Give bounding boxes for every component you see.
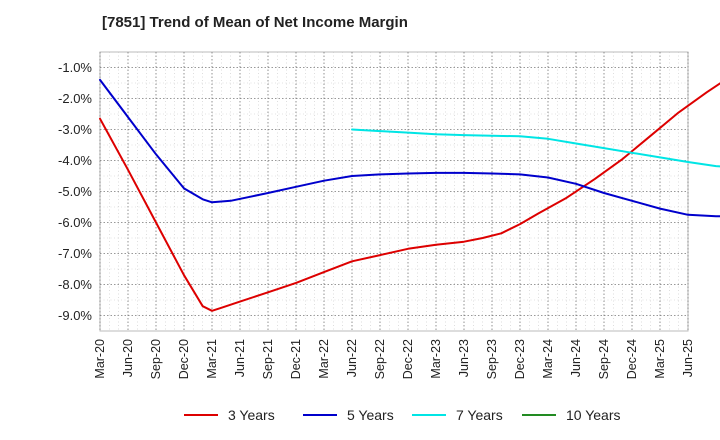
- legend-label: 5 Years: [347, 407, 394, 423]
- x-tick-label: Dec-21: [289, 339, 303, 379]
- legend-item: 5 Years: [303, 404, 394, 426]
- y-tick-label: -4.0%: [58, 153, 92, 168]
- y-tick-label: -5.0%: [58, 184, 92, 199]
- series-line-3-years: [99, 82, 720, 312]
- series-line-5-years: [99, 78, 720, 218]
- x-tick-label: Mar-23: [429, 339, 443, 379]
- x-tick-label: Jun-20: [121, 339, 135, 377]
- x-tick-label: Jun-25: [681, 339, 695, 377]
- y-tick-label: -6.0%: [58, 215, 92, 230]
- x-tick-label: Sep-24: [597, 339, 611, 379]
- x-tick-label: Sep-20: [149, 339, 163, 379]
- x-tick-label: Dec-20: [177, 339, 191, 379]
- y-tick-label: -1.0%: [58, 60, 92, 75]
- series-line-7-years: [351, 128, 720, 168]
- x-axis-tick-labels: Mar-20 Jun-20 Sep-20 Dec-20 Mar-21 Jun-21 Sep-…: [93, 339, 695, 379]
- legend-item: 10 Years: [522, 404, 621, 426]
- y-tick-label: -7.0%: [58, 246, 92, 261]
- legend-swatch: [522, 414, 556, 416]
- x-tick-label: Dec-23: [513, 339, 527, 379]
- x-tick-label: Mar-20: [93, 339, 107, 379]
- x-tick-label: Jun-23: [457, 339, 471, 377]
- x-tick-label: Sep-21: [261, 339, 275, 379]
- grid-lines: [99, 52, 689, 331]
- legend-item: 7 Years: [412, 404, 503, 426]
- y-tick-label: -9.0%: [58, 308, 92, 323]
- x-tick-label: Dec-24: [625, 339, 639, 379]
- series-lines: [99, 78, 720, 312]
- chart-title: [7851] Trend of Mean of Net Income Margi…: [102, 14, 408, 31]
- y-tick-label: -8.0%: [58, 277, 92, 292]
- x-tick-label: Mar-25: [653, 339, 667, 379]
- x-tick-label: Sep-22: [373, 339, 387, 379]
- legend-label: 10 Years: [566, 407, 621, 423]
- x-tick-label: Jun-22: [345, 339, 359, 377]
- y-tick-label: -2.0%: [58, 91, 92, 106]
- x-tick-label: Mar-22: [317, 339, 331, 379]
- legend-item: 3 Years: [184, 404, 275, 426]
- x-tick-label: Mar-24: [541, 339, 555, 379]
- x-tick-label: Jun-21: [233, 339, 247, 377]
- x-tick-label: Dec-22: [401, 339, 415, 379]
- y-axis-tick-labels: -1.0% -2.0% -3.0% -4.0% -5.0% -6.0% -7.0% -8.0%…: [58, 60, 92, 323]
- legend: 3 Years 5 Years 7 Years 10 Years: [0, 404, 720, 426]
- x-tick-label: Sep-23: [485, 339, 499, 379]
- legend-label: 7 Years: [456, 407, 503, 423]
- x-tick-label: Jun-24: [569, 339, 583, 377]
- legend-swatch: [412, 414, 446, 416]
- y-tick-label: -3.0%: [58, 122, 92, 137]
- legend-swatch: [184, 414, 218, 416]
- legend-label: 3 Years: [228, 407, 275, 423]
- x-tick-label: Mar-21: [205, 339, 219, 379]
- legend-swatch: [303, 414, 337, 416]
